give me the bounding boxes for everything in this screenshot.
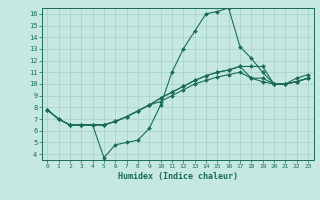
X-axis label: Humidex (Indice chaleur): Humidex (Indice chaleur) [118,172,237,181]
